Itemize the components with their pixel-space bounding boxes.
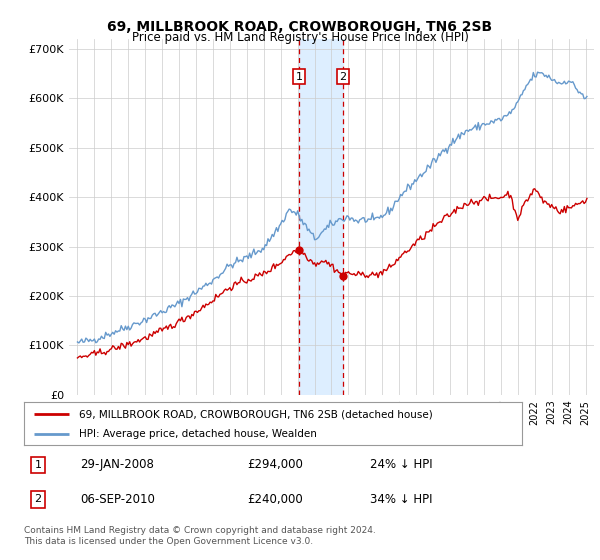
- Text: 34% ↓ HPI: 34% ↓ HPI: [370, 493, 433, 506]
- Text: 2: 2: [34, 494, 41, 505]
- Text: 29-JAN-2008: 29-JAN-2008: [80, 458, 154, 471]
- Text: 1: 1: [295, 72, 302, 82]
- Text: Price paid vs. HM Land Registry's House Price Index (HPI): Price paid vs. HM Land Registry's House …: [131, 31, 469, 44]
- Text: 06-SEP-2010: 06-SEP-2010: [80, 493, 155, 506]
- Text: 69, MILLBROOK ROAD, CROWBOROUGH, TN6 2SB (detached house): 69, MILLBROOK ROAD, CROWBOROUGH, TN6 2SB…: [79, 409, 433, 419]
- Text: 2: 2: [340, 72, 347, 82]
- Text: 69, MILLBROOK ROAD, CROWBOROUGH, TN6 2SB: 69, MILLBROOK ROAD, CROWBOROUGH, TN6 2SB: [107, 20, 493, 34]
- Text: £240,000: £240,000: [247, 493, 303, 506]
- Text: £294,000: £294,000: [247, 458, 303, 471]
- Text: 1: 1: [34, 460, 41, 470]
- Bar: [299, 39, 343, 395]
- Text: HPI: Average price, detached house, Wealden: HPI: Average price, detached house, Weal…: [79, 430, 317, 440]
- Text: Contains HM Land Registry data © Crown copyright and database right 2024.
This d: Contains HM Land Registry data © Crown c…: [24, 526, 376, 546]
- Text: 24% ↓ HPI: 24% ↓ HPI: [370, 458, 433, 471]
